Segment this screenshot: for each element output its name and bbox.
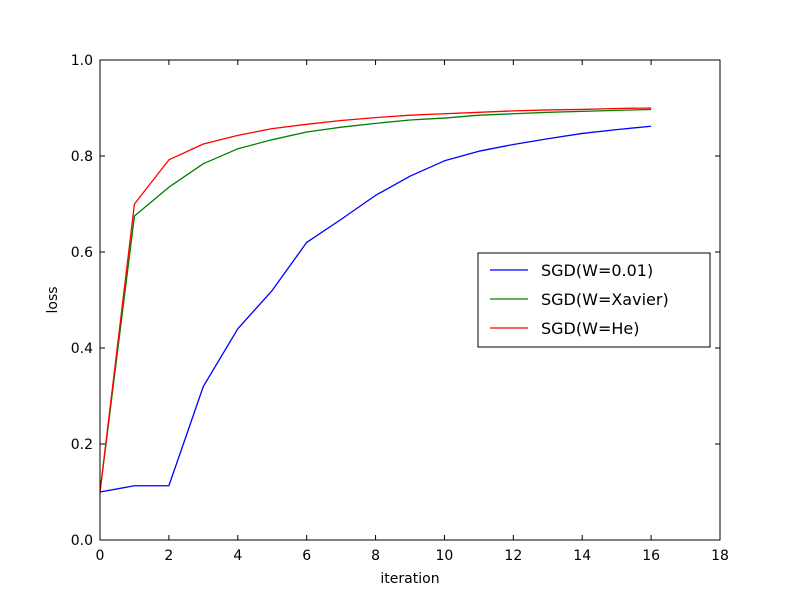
- x-tick-label: 0: [96, 548, 105, 564]
- y-tick-label: 0.2: [71, 437, 93, 453]
- x-tick-label: 6: [302, 548, 311, 564]
- legend: SGD(W=0.01) SGD(W=Xavier) SGD(W=He): [477, 252, 711, 348]
- legend-label: SGD(W=Xavier): [541, 290, 669, 309]
- x-tick-label: 8: [371, 548, 380, 564]
- x-tick-label: 18: [711, 548, 729, 564]
- y-tick-label: 0.4: [71, 341, 93, 357]
- y-tick-label: 1.0: [71, 53, 93, 69]
- series-line-1: [99, 125, 652, 493]
- legend-label: SGD(W=He): [541, 319, 639, 338]
- y-tick-label: 0.0: [71, 533, 93, 549]
- plot-frame: [99, 59, 721, 541]
- axis-ticks: 0 2 4 6 8 10 12 14 16 18 0.0 0.2 0.4 0.6 0.8 1.0: [71, 53, 729, 564]
- x-axis-label: iteration: [380, 571, 439, 587]
- y-tick-label: 0.6: [71, 245, 93, 261]
- series-lines: [99, 107, 652, 493]
- series-line-3: [99, 107, 652, 493]
- x-tick-label: 16: [642, 548, 660, 564]
- series-line-2: [99, 108, 652, 493]
- x-tick-label: 2: [164, 548, 173, 564]
- x-tick-label: 14: [573, 548, 591, 564]
- legend-box: [477, 252, 711, 348]
- y-axis-label: loss: [45, 286, 61, 313]
- y-tick-label: 0.8: [71, 149, 93, 165]
- x-tick-label: 10: [436, 548, 454, 564]
- x-tick-label: 12: [504, 548, 522, 564]
- x-tick-label: 4: [233, 548, 242, 564]
- legend-label: SGD(W=0.01): [541, 261, 653, 280]
